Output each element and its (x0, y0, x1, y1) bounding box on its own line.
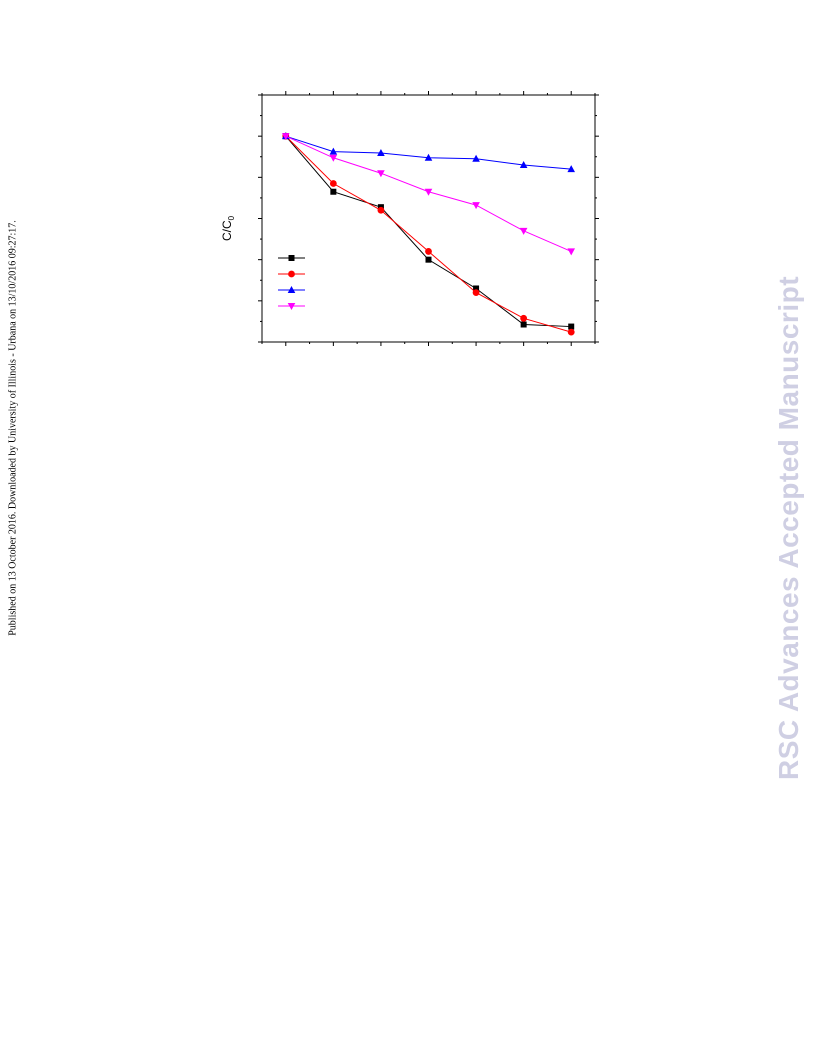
data-point (377, 170, 385, 178)
legend-entry-4 (278, 303, 305, 310)
data-point (424, 188, 433, 196)
data-point (377, 149, 385, 157)
data-point (519, 227, 528, 235)
series-3 (281, 132, 576, 173)
data-point (329, 147, 338, 155)
data-point (287, 286, 296, 293)
data-point (281, 133, 290, 141)
data-point (287, 303, 296, 310)
data-point (473, 285, 480, 292)
data-point (567, 165, 576, 173)
legend-entry-1 (278, 255, 305, 261)
data-point (472, 154, 480, 162)
series-line (285, 135, 572, 170)
data-point (567, 328, 575, 336)
data-point (329, 154, 338, 162)
series-layer (281, 132, 576, 336)
data-point (568, 323, 575, 330)
data-point (567, 248, 576, 256)
legend-entry-3 (278, 286, 305, 293)
legend-entry-2 (278, 270, 305, 278)
legend (278, 255, 305, 310)
series-1 (282, 133, 575, 330)
y-axis-label-subscript: 0 (227, 215, 236, 220)
y-axis-label: C/C0 (220, 215, 236, 241)
data-point (519, 160, 528, 168)
series-line (285, 135, 572, 328)
y-axis-label-main: C/C (220, 220, 234, 241)
data-point (288, 255, 295, 261)
axis-ticks (258, 91, 599, 346)
data-point (425, 248, 432, 255)
data-point (330, 188, 337, 195)
data-point (288, 270, 295, 278)
data-point (472, 202, 480, 210)
data-point (520, 314, 528, 322)
data-point (424, 153, 433, 161)
data-point (425, 256, 432, 263)
series-2 (282, 132, 575, 336)
series-4 (281, 133, 576, 256)
data-point (329, 180, 337, 187)
plot-frame (261, 94, 596, 343)
data-point (377, 206, 385, 214)
data-point (472, 289, 480, 296)
data-point (520, 321, 527, 328)
